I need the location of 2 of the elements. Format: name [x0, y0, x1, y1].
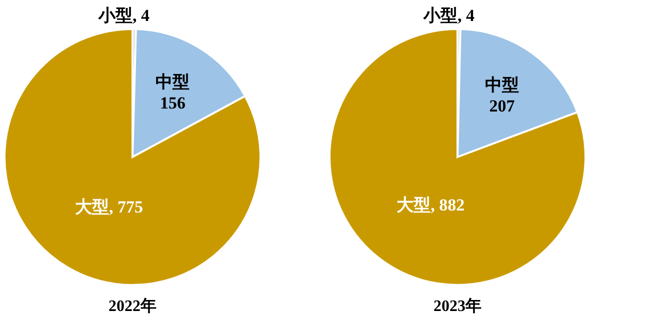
title: 2023年 — [434, 298, 482, 315]
title: 2022年 — [108, 298, 156, 315]
